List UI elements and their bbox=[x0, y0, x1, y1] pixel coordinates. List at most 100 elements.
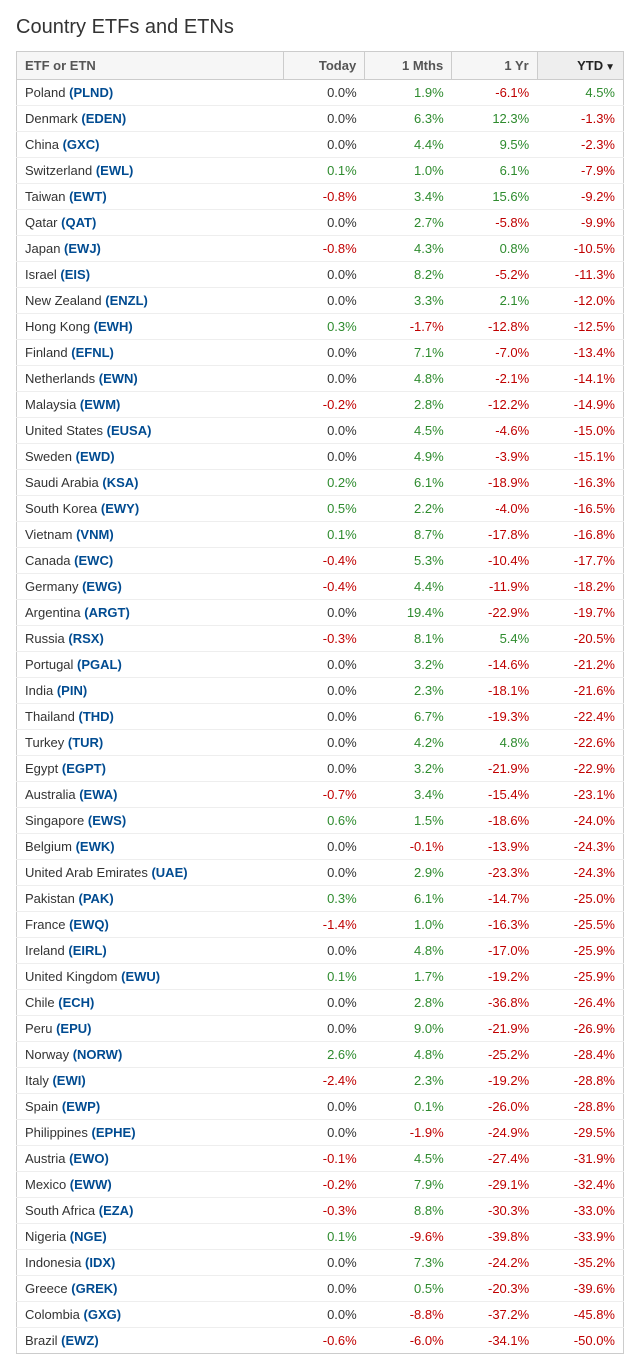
ticker-link[interactable]: (PLND) bbox=[65, 85, 113, 100]
cell-m1: 2.3% bbox=[365, 678, 452, 704]
ticker-link[interactable]: (EWW) bbox=[66, 1177, 112, 1192]
ticker-link[interactable]: (NGE) bbox=[66, 1229, 106, 1244]
cell-y1: -5.8% bbox=[452, 210, 538, 236]
cell-y1: -18.1% bbox=[452, 678, 538, 704]
table-row: Brazil (EWZ)-0.6%-6.0%-34.1%-50.0% bbox=[17, 1328, 624, 1354]
ticker-link[interactable]: (EUSA) bbox=[103, 423, 151, 438]
ticker-link[interactable]: (PGAL) bbox=[73, 657, 121, 672]
cell-y1: -25.2% bbox=[452, 1042, 538, 1068]
ticker-symbol: VNM bbox=[80, 527, 109, 542]
ticker-link[interactable]: (EPHE) bbox=[88, 1125, 136, 1140]
cell-ytd: -13.4% bbox=[537, 340, 623, 366]
ticker-symbol: EPU bbox=[60, 1021, 87, 1036]
country-label: Philippines bbox=[25, 1125, 88, 1140]
cell-name: Finland (EFNL) bbox=[17, 340, 284, 366]
country-label: Portugal bbox=[25, 657, 73, 672]
ticker-link[interactable]: (EWT) bbox=[65, 189, 106, 204]
cell-y1: 12.3% bbox=[452, 106, 538, 132]
cell-today: -0.2% bbox=[284, 392, 365, 418]
country-label: Canada bbox=[25, 553, 71, 568]
ticker-link[interactable]: (EWS) bbox=[84, 813, 126, 828]
ticker-symbol: EDEN bbox=[86, 111, 122, 126]
ticker-link[interactable]: (THD) bbox=[75, 709, 114, 724]
table-row: Poland (PLND)0.0%1.9%-6.1%4.5% bbox=[17, 80, 624, 106]
ticker-symbol: IDX bbox=[89, 1255, 111, 1270]
ticker-link[interactable]: (KSA) bbox=[99, 475, 139, 490]
ticker-link[interactable]: (UAE) bbox=[148, 865, 188, 880]
ticker-link[interactable]: (EWQ) bbox=[65, 917, 108, 932]
cell-today: -0.6% bbox=[284, 1328, 365, 1354]
ticker-link[interactable]: (QAT) bbox=[58, 215, 97, 230]
cell-ytd: -24.3% bbox=[537, 860, 623, 886]
col-header-1mths[interactable]: 1 Mths bbox=[365, 52, 452, 80]
cell-name: Brazil (EWZ) bbox=[17, 1328, 284, 1354]
ticker-symbol: ECH bbox=[63, 995, 90, 1010]
ticker-link[interactable]: (EWA) bbox=[76, 787, 118, 802]
ticker-link[interactable]: (PIN) bbox=[53, 683, 87, 698]
ticker-link[interactable]: (EWC) bbox=[71, 553, 114, 568]
table-row: Mexico (EWW)-0.2%7.9%-29.1%-32.4% bbox=[17, 1172, 624, 1198]
ticker-link[interactable]: (NORW) bbox=[69, 1047, 122, 1062]
cell-name: Portugal (PGAL) bbox=[17, 652, 284, 678]
ticker-link[interactable]: (EWG) bbox=[78, 579, 121, 594]
ticker-link[interactable]: (EWD) bbox=[72, 449, 115, 464]
ticker-symbol: EWD bbox=[80, 449, 110, 464]
ticker-link[interactable]: (ENZL) bbox=[102, 293, 148, 308]
cell-m1: 6.1% bbox=[365, 886, 452, 912]
ticker-link[interactable]: (EZA) bbox=[95, 1203, 133, 1218]
cell-today: -0.8% bbox=[284, 184, 365, 210]
ticker-link[interactable]: (EWH) bbox=[90, 319, 133, 334]
country-label: Turkey bbox=[25, 735, 64, 750]
cell-name: Pakistan (PAK) bbox=[17, 886, 284, 912]
ticker-link[interactable]: (EIS) bbox=[57, 267, 90, 282]
ticker-link[interactable]: (EWN) bbox=[95, 371, 138, 386]
cell-ytd: -9.2% bbox=[537, 184, 623, 210]
col-header-today[interactable]: Today bbox=[284, 52, 365, 80]
cell-name: France (EWQ) bbox=[17, 912, 284, 938]
ticker-link[interactable]: (EWU) bbox=[118, 969, 161, 984]
ticker-link[interactable]: (EWM) bbox=[76, 397, 120, 412]
country-label: Egypt bbox=[25, 761, 58, 776]
ticker-link[interactable]: (EWY) bbox=[97, 501, 139, 516]
country-label: Indonesia bbox=[25, 1255, 81, 1270]
ticker-link[interactable]: (EWL) bbox=[92, 163, 133, 178]
country-label: France bbox=[25, 917, 65, 932]
table-row: Peru (EPU)0.0%9.0%-21.9%-26.9% bbox=[17, 1016, 624, 1042]
ticker-link[interactable]: (EWO) bbox=[65, 1151, 108, 1166]
ticker-link[interactable]: (EWI) bbox=[49, 1073, 86, 1088]
ticker-link[interactable]: (TUR) bbox=[64, 735, 103, 750]
ticker-link[interactable]: (IDX) bbox=[81, 1255, 115, 1270]
cell-today: 0.0% bbox=[284, 444, 365, 470]
ticker-link[interactable]: (EWJ) bbox=[60, 241, 100, 256]
col-header-1yr[interactable]: 1 Yr bbox=[452, 52, 538, 80]
ticker-link[interactable]: (EDEN) bbox=[78, 111, 126, 126]
country-label: Japan bbox=[25, 241, 60, 256]
ticker-link[interactable]: (EGPT) bbox=[58, 761, 106, 776]
country-label: Brazil bbox=[25, 1333, 58, 1348]
ticker-link[interactable]: (ECH) bbox=[55, 995, 95, 1010]
cell-today: -1.4% bbox=[284, 912, 365, 938]
ticker-symbol: EWW bbox=[74, 1177, 107, 1192]
ticker-link[interactable]: (EWZ) bbox=[58, 1333, 99, 1348]
ticker-link[interactable]: (EWK) bbox=[72, 839, 115, 854]
ticker-link[interactable]: (ARGT) bbox=[81, 605, 130, 620]
country-label: Austria bbox=[25, 1151, 65, 1166]
ticker-link[interactable]: (EFNL) bbox=[68, 345, 114, 360]
ticker-link[interactable]: (EWP) bbox=[58, 1099, 100, 1114]
table-row: Italy (EWI)-2.4%2.3%-19.2%-28.8% bbox=[17, 1068, 624, 1094]
cell-name: Netherlands (EWN) bbox=[17, 366, 284, 392]
ticker-link[interactable]: (EIRL) bbox=[65, 943, 107, 958]
ticker-link[interactable]: (RSX) bbox=[65, 631, 104, 646]
cell-today: 0.3% bbox=[284, 314, 365, 340]
cell-name: Singapore (EWS) bbox=[17, 808, 284, 834]
ticker-link[interactable]: (PAK) bbox=[75, 891, 114, 906]
country-label: Thailand bbox=[25, 709, 75, 724]
cell-y1: -21.9% bbox=[452, 1016, 538, 1042]
ticker-link[interactable]: (VNM) bbox=[72, 527, 113, 542]
col-header-name[interactable]: ETF or ETN bbox=[17, 52, 284, 80]
ticker-link[interactable]: (GXG) bbox=[80, 1307, 121, 1322]
ticker-link[interactable]: (EPU) bbox=[52, 1021, 91, 1036]
ticker-link[interactable]: (GXC) bbox=[59, 137, 99, 152]
cell-name: Argentina (ARGT) bbox=[17, 600, 284, 626]
col-header-ytd[interactable]: YTD▼ bbox=[537, 52, 623, 80]
